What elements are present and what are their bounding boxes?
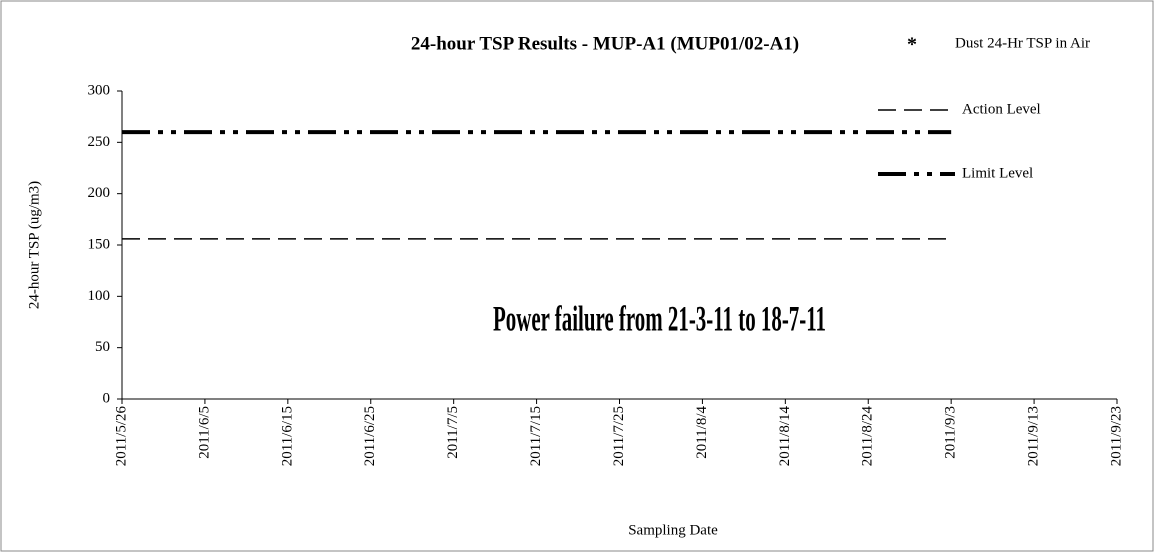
x-tick-label: 2011/7/25 [611, 406, 627, 466]
y-tick-label: 150 [88, 236, 111, 252]
legend-label: Limit Level [962, 165, 1033, 181]
y-axis-title: 24-hour TSP (ug/m3) [26, 181, 42, 309]
x-tick-label: 2011/7/15 [528, 406, 544, 466]
x-tick-label: 2011/6/5 [196, 406, 212, 459]
legend-marker: * [907, 34, 917, 56]
annotation: Power failure from 21-3-11 to 18-7-11 [493, 298, 826, 338]
x-tick-label: 2011/8/14 [777, 406, 793, 467]
x-tick-label: 2011/8/4 [694, 406, 710, 459]
x-axis-title: Sampling Date [628, 522, 718, 538]
x-tick-label: 2011/7/5 [445, 406, 461, 459]
legend-label: Action Level [962, 101, 1041, 117]
legend-label: Dust 24-Hr TSP in Air [955, 35, 1090, 51]
y-tick-label: 50 [95, 339, 110, 355]
x-tick-label: 2011/9/3 [943, 406, 959, 459]
x-tick-label: 2011/6/25 [362, 406, 378, 466]
x-tick-label: 2011/6/15 [279, 406, 295, 466]
chart-title: 24-hour TSP Results - MUP-A1 (MUP01/02-A… [411, 33, 799, 54]
y-tick-label: 0 [103, 390, 111, 406]
x-tick-label: 2011/5/26 [113, 406, 129, 467]
y-tick-label: 200 [88, 185, 111, 201]
x-tick-label: 2011/9/13 [1026, 406, 1042, 466]
y-tick-label: 100 [88, 288, 111, 304]
y-tick-label: 250 [88, 134, 111, 150]
x-tick-label: 2011/9/23 [1108, 406, 1124, 466]
y-tick-label: 300 [88, 82, 111, 98]
x-tick-label: 2011/8/24 [860, 406, 876, 467]
